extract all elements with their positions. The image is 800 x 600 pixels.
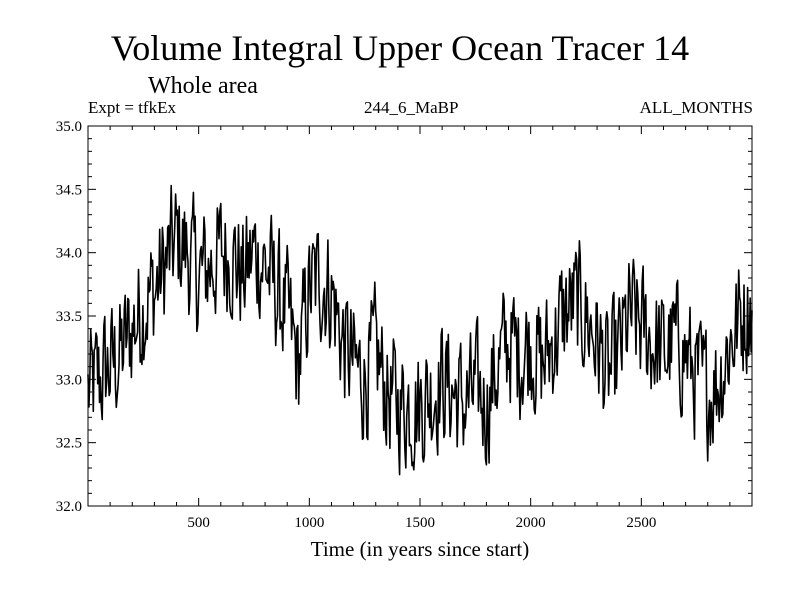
chart-subtitle: Whole area: [148, 73, 258, 99]
months-label: ALL_MONTHS: [639, 98, 753, 117]
series-line: [87, 184, 753, 476]
x-tick-label: 1500: [405, 515, 435, 531]
y-tick-label: 35.0: [56, 119, 82, 135]
y-tick-label: 32.5: [56, 436, 82, 452]
series-group: [87, 184, 753, 476]
x-tick-label: 500: [187, 515, 210, 531]
plot-frame: [87, 125, 753, 507]
chart-title: Volume Integral Upper Ocean Tracer 14: [110, 28, 690, 68]
y-tick-label: 33.5: [56, 309, 82, 325]
x-axis-label: Time (in years since start): [310, 537, 530, 561]
y-tick-label: 34.0: [56, 246, 82, 262]
experiment-label: Expt = tfkEx: [88, 98, 176, 117]
axis-ticks: 32.0 32.5 33.0 33.5 34.0 34.5 35.0 500 1000 1500 2…: [56, 119, 752, 531]
y-tick-label: 34.5: [56, 182, 82, 198]
x-tick-label: 1000: [294, 515, 324, 531]
x-tick-label: 2500: [626, 515, 656, 531]
y-tick-label: 33.0: [56, 372, 82, 388]
x-tick-label: 2000: [516, 515, 546, 531]
run-id-label: 244_6_MaBP: [364, 98, 459, 117]
y-tick-label: 32.0: [56, 499, 82, 515]
